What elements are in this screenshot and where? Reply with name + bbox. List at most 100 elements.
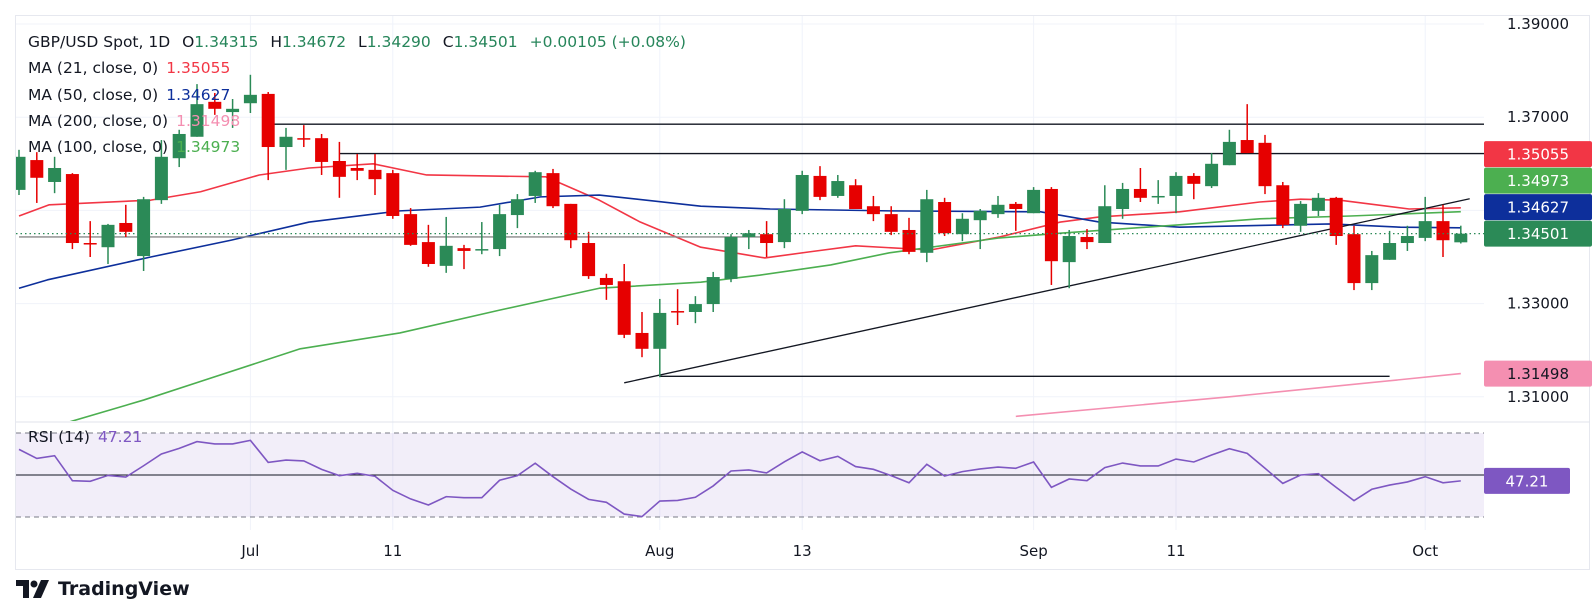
candle-body <box>1116 188 1130 210</box>
candle <box>368 154 382 196</box>
candle-body <box>1454 233 1468 243</box>
candle <box>279 127 293 170</box>
candle <box>386 169 400 219</box>
price-badge: 1.34501 <box>1484 220 1592 247</box>
price-badge: 1.34973 <box>1484 167 1592 194</box>
candle-body <box>208 101 222 109</box>
chart-legend: GBP/USD Spot, 1D O1.34315 H1.34672 L1.34… <box>28 29 686 160</box>
badge-label: 47.21 <box>1506 472 1549 490</box>
candle-body <box>1311 197 1325 211</box>
candle <box>208 92 222 115</box>
candle <box>617 263 631 339</box>
time-axis-label: Sep <box>1019 542 1047 560</box>
candle <box>439 216 453 273</box>
candle-body <box>1383 243 1397 260</box>
ma-line-ma100 <box>69 210 1461 421</box>
candle <box>101 223 115 264</box>
candle-body <box>955 218 969 235</box>
candle <box>475 222 489 255</box>
ma50-legend[interactable]: MA (50, close, 0) 1.34627 <box>28 82 686 108</box>
badge-background <box>1484 141 1592 168</box>
candle-body <box>1436 221 1450 241</box>
candle <box>1151 180 1165 204</box>
low-number: 1.34290 <box>366 33 431 51</box>
candle <box>671 289 685 326</box>
candle-body <box>1009 203 1023 210</box>
close-number: 1.34501 <box>453 33 518 51</box>
candle-body <box>404 214 418 245</box>
candle <box>1222 129 1236 166</box>
close-value: C1.34501 <box>443 33 518 51</box>
rsi-line <box>18 439 1461 518</box>
candle-body <box>653 312 667 349</box>
open-number: 1.34315 <box>194 33 259 51</box>
ma200-label: MA (200, close, 0) <box>28 111 169 130</box>
ascending-trendline[interactable] <box>624 198 1470 384</box>
candle <box>795 170 809 215</box>
candle <box>457 244 471 270</box>
ma100-value: 1.34973 <box>176 138 241 157</box>
badge-background <box>1484 220 1592 247</box>
candle <box>1062 229 1076 289</box>
candle <box>991 195 1005 218</box>
high-number: 1.34672 <box>282 33 347 51</box>
candle <box>546 168 560 209</box>
price-badge: 1.31498 <box>1484 360 1592 387</box>
candle <box>1294 201 1308 232</box>
change-value: +0.00105 (+0.08%) <box>529 33 686 51</box>
candle-body <box>973 210 987 221</box>
candle-body <box>795 174 809 211</box>
candle-body <box>1187 175 1201 184</box>
high-label: H <box>270 33 282 51</box>
candle <box>297 125 311 148</box>
candle-body <box>279 136 293 148</box>
candle <box>1080 229 1094 250</box>
rsi-legend[interactable]: RSI (14) 47.21 <box>28 428 142 446</box>
rsi-pane <box>16 432 1484 518</box>
rsi-value: 47.21 <box>97 428 143 446</box>
candle-body <box>226 108 240 113</box>
rsi-label: RSI (14) <box>28 428 90 446</box>
candle-body <box>813 175 827 197</box>
symbol-title[interactable]: GBP/USD Spot, 1D <box>28 33 171 51</box>
time-axis-label: 11 <box>383 542 402 560</box>
candle <box>1205 153 1219 189</box>
candle-body <box>991 204 1005 215</box>
price-badge: 1.35055 <box>1484 141 1592 168</box>
badge-label: 1.34973 <box>1507 172 1569 190</box>
candle-body <box>1276 185 1290 225</box>
ma21-legend[interactable]: MA (21, close, 0) 1.35055 <box>28 55 686 81</box>
tradingview-logo[interactable]: TradingView <box>16 578 190 600</box>
candle <box>920 189 934 263</box>
candle <box>724 234 738 283</box>
candle-body <box>1205 163 1219 187</box>
candle <box>884 206 898 236</box>
candle <box>777 199 791 249</box>
candle-body <box>1169 175 1183 196</box>
open-value: O1.34315 <box>182 33 258 51</box>
ma-line-ma50 <box>18 194 1461 289</box>
time-axis[interactable]: Jul 11 Aug 13 Sep 11 Oct <box>240 542 1438 560</box>
candle <box>635 311 649 358</box>
candle <box>564 203 578 249</box>
candle-body <box>884 214 898 232</box>
candle <box>760 221 774 257</box>
candle-body <box>510 199 524 216</box>
candle <box>261 92 275 181</box>
candle <box>1347 225 1361 291</box>
candle <box>706 271 720 312</box>
candle <box>1329 196 1343 245</box>
candle <box>1365 250 1379 291</box>
ma100-legend[interactable]: MA (100, close, 0) 1.34973 <box>28 134 686 160</box>
ma200-legend[interactable]: MA (200, close, 0) 1.31498 <box>28 108 686 134</box>
candle-body <box>190 104 204 137</box>
symbol-row: GBP/USD Spot, 1D O1.34315 H1.34672 L1.34… <box>28 29 686 55</box>
candle <box>190 84 204 137</box>
candle <box>528 170 542 203</box>
candle-body <box>777 209 791 243</box>
price-axis[interactable]: 1.39000 1.37000 1.33000 1.31000 <box>1507 15 1569 406</box>
candle-body <box>1294 203 1308 226</box>
candle-body <box>599 277 613 285</box>
candle <box>938 197 952 237</box>
